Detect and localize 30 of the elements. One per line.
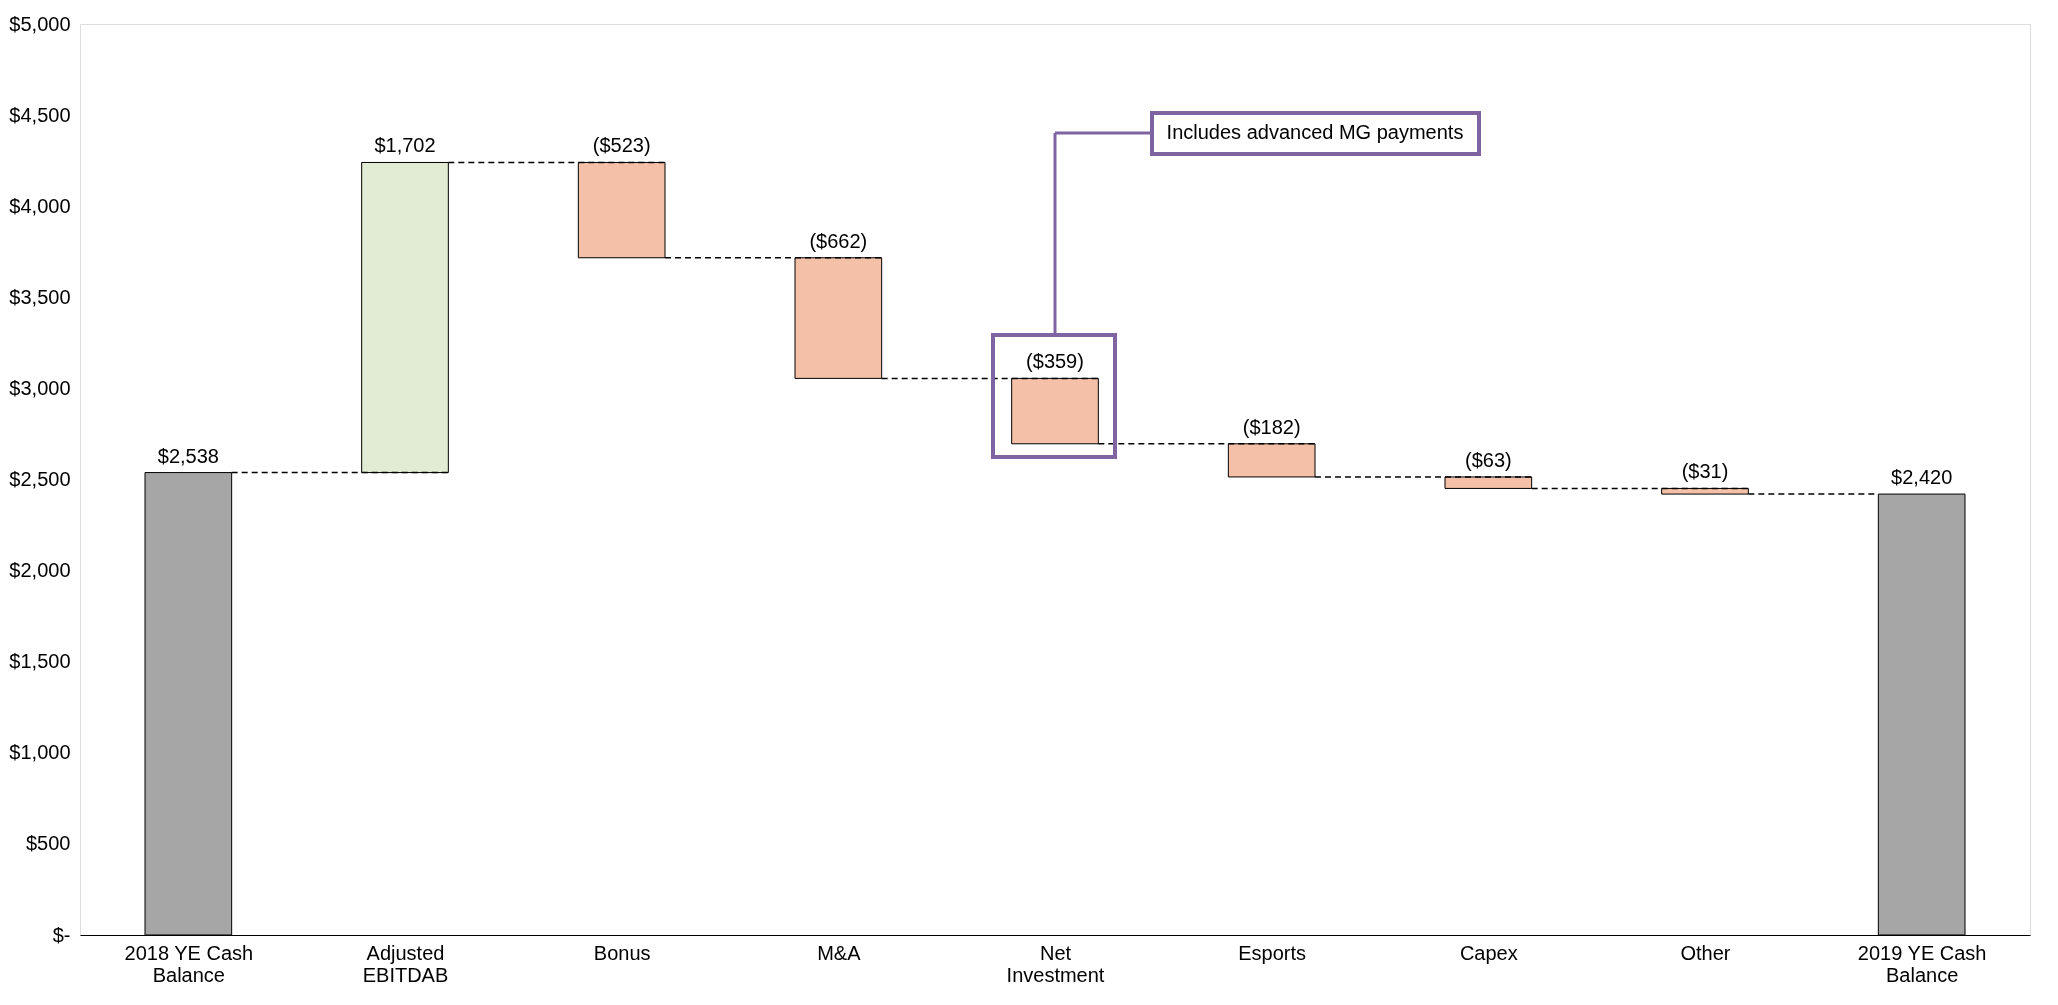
y-tick-label: $5,000: [9, 12, 71, 35]
data-label: ($31): [1681, 460, 1729, 483]
data-label: $2,538: [157, 444, 219, 467]
x-tick-label: Other: [1680, 941, 1731, 964]
y-tick-label: $4,500: [9, 103, 71, 126]
x-tick-label: 2019 YE Cash Balance: [1857, 941, 1987, 986]
annotation: Includes advanced MG payments: [1166, 121, 1464, 143]
x-tick-label: Adjusted EBITDAB: [362, 941, 449, 986]
y-tick-label: $2,000: [9, 559, 71, 582]
x-tick-label: 2018 YE Cash Balance: [124, 941, 254, 986]
x-tick-label: Capex: [1459, 941, 1518, 964]
data-label: ($63): [1464, 448, 1512, 471]
data-label: $2,420: [1891, 466, 1953, 489]
y-tick-label: $2,500: [9, 468, 71, 490]
y-tick-label: $4,000: [9, 194, 71, 217]
y-tick-label: $3,500: [9, 285, 71, 308]
data-label: ($182): [1242, 415, 1301, 438]
x-tick-label: M&A: [817, 941, 862, 964]
data-label: $1,702: [374, 134, 436, 157]
y-tick-label: $500: [26, 832, 71, 855]
data-label: ($662): [809, 229, 868, 252]
x-tick-label: Bonus: [593, 941, 651, 964]
data-label: ($359): [1026, 350, 1084, 373]
x-tick-label: Net Investment: [1006, 941, 1105, 986]
y-tick-label: $-: [52, 923, 71, 946]
y-tick-label: $3,000: [9, 376, 71, 399]
y-tick-label: $1,000: [9, 741, 71, 764]
data-label: ($523): [592, 134, 651, 157]
x-tick-label: Esports: [1238, 941, 1307, 964]
y-tick-label: $1,500: [9, 650, 71, 673]
